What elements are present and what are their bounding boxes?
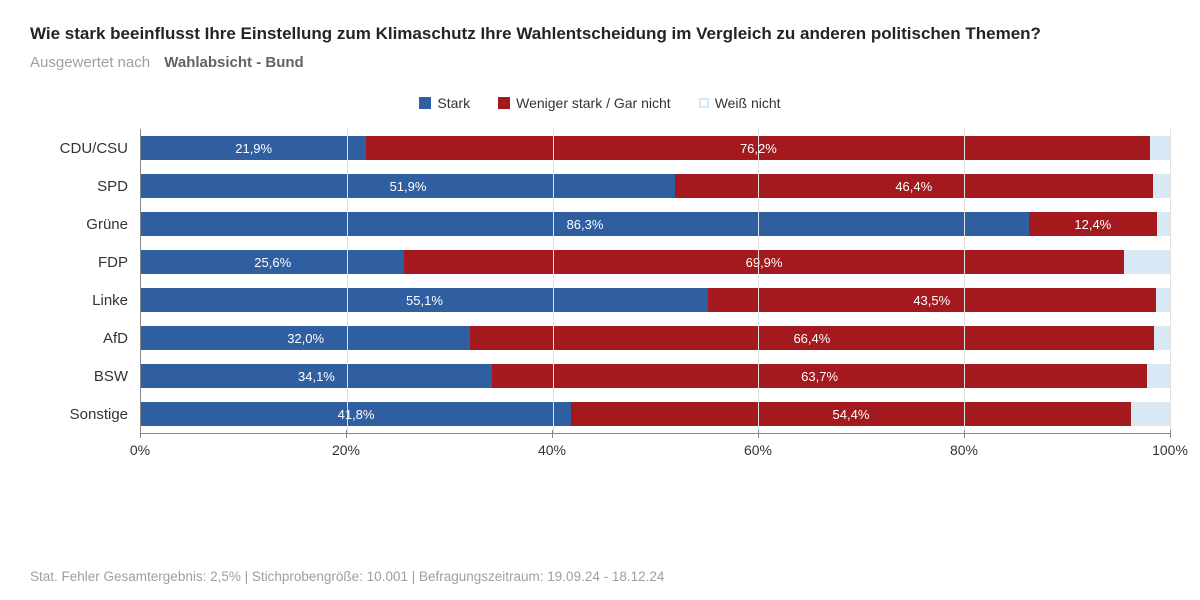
bar-segment-weissnicht xyxy=(1153,174,1170,198)
bar-row: 34,1%63,7% xyxy=(141,357,1170,395)
bar-segment-stark: 25,6% xyxy=(141,250,404,274)
bar-track: 51,9%46,4% xyxy=(141,174,1170,198)
bar-segment-weissnicht xyxy=(1131,402,1170,426)
xtick-label: 40% xyxy=(538,442,566,458)
bar-segment-weissnicht xyxy=(1124,250,1170,274)
gridline xyxy=(553,129,554,433)
bar-track: 34,1%63,7% xyxy=(141,364,1170,388)
category-label: Grüne xyxy=(40,205,140,243)
bar-row: 21,9%76,2% xyxy=(141,129,1170,167)
bar-track: 25,6%69,9% xyxy=(141,250,1170,274)
bar-segment-stark: 51,9% xyxy=(141,174,675,198)
category-label: Sonstige xyxy=(40,395,140,433)
category-label: CDU/CSU xyxy=(40,129,140,167)
legend-item: Weniger stark / Gar nicht xyxy=(498,95,671,111)
bar-segment-weissnicht xyxy=(1157,212,1170,236)
bar-segment-weissnicht xyxy=(1156,288,1170,312)
legend-swatch xyxy=(699,98,709,108)
xtick-label: 20% xyxy=(332,442,360,458)
bar-segment-weissnicht xyxy=(1150,136,1170,160)
y-axis-labels: CDU/CSUSPDGrüneFDPLinkeAfDBSWSonstige xyxy=(40,129,140,433)
chart-footer: Stat. Fehler Gesamtergebnis: 2,5% | Stic… xyxy=(30,569,664,584)
bar-segment-weniger: 54,4% xyxy=(571,402,1131,426)
legend-label: Stark xyxy=(437,95,470,111)
subtitle-bold: Wahlabsicht - Bund xyxy=(164,54,303,71)
category-label: SPD xyxy=(40,167,140,205)
xtick-mark xyxy=(140,430,141,438)
bar-segment-stark: 21,9% xyxy=(141,136,366,160)
bar-segment-weniger: 66,4% xyxy=(470,326,1153,350)
legend-item: Stark xyxy=(419,95,470,111)
bar-segment-stark: 55,1% xyxy=(141,288,708,312)
bar-row: 25,6%69,9% xyxy=(141,243,1170,281)
legend-swatch xyxy=(498,97,510,109)
gridline xyxy=(758,129,759,433)
legend-label: Weniger stark / Gar nicht xyxy=(516,95,671,111)
xtick-mark xyxy=(758,430,759,438)
gridline xyxy=(1170,129,1171,433)
bar-row: 51,9%46,4% xyxy=(141,167,1170,205)
chart-title: Wie stark beeinflusst Ihre Einstellung z… xyxy=(30,24,1170,44)
xtick-mark xyxy=(346,430,347,438)
xtick-label: 60% xyxy=(744,442,772,458)
gridline xyxy=(347,129,348,433)
bar-track: 41,8%54,4% xyxy=(141,402,1170,426)
legend-label: Weiß nicht xyxy=(715,95,781,111)
bar-segment-stark: 86,3% xyxy=(141,212,1029,236)
legend-swatch xyxy=(419,97,431,109)
bar-segment-stark: 34,1% xyxy=(141,364,492,388)
bar-track: 32,0%66,4% xyxy=(141,326,1170,350)
bar-segment-stark: 41,8% xyxy=(141,402,571,426)
chart-area: CDU/CSUSPDGrüneFDPLinkeAfDBSWSonstige 21… xyxy=(40,129,1170,433)
bar-row: 41,8%54,4% xyxy=(141,395,1170,433)
xtick-label: 0% xyxy=(130,442,150,458)
bar-segment-weniger: 43,5% xyxy=(708,288,1156,312)
bar-row: 86,3%12,4% xyxy=(141,205,1170,243)
xtick-label: 100% xyxy=(1152,442,1188,458)
bar-segment-weissnicht xyxy=(1154,326,1170,350)
chart-subtitle: Ausgewertet nach Wahlabsicht - Bund xyxy=(30,54,1170,71)
bar-segment-weniger: 12,4% xyxy=(1029,212,1157,236)
bar-segment-weniger: 63,7% xyxy=(492,364,1147,388)
xtick-mark xyxy=(1170,430,1171,438)
category-label: AfD xyxy=(40,319,140,357)
gridline xyxy=(964,129,965,433)
bar-track: 21,9%76,2% xyxy=(141,136,1170,160)
bar-row: 32,0%66,4% xyxy=(141,319,1170,357)
bar-segment-weniger: 46,4% xyxy=(675,174,1152,198)
category-label: Linke xyxy=(40,281,140,319)
legend: Stark Weniger stark / Gar nicht Weiß nicht xyxy=(30,95,1170,111)
bar-segment-stark: 32,0% xyxy=(141,326,470,350)
bar-segment-weissnicht xyxy=(1147,364,1170,388)
legend-item: Weiß nicht xyxy=(699,95,781,111)
category-label: BSW xyxy=(40,357,140,395)
xtick-mark xyxy=(552,430,553,438)
bar-track: 55,1%43,5% xyxy=(141,288,1170,312)
xtick-mark xyxy=(964,430,965,438)
bar-track: 86,3%12,4% xyxy=(141,212,1170,236)
bar-row: 55,1%43,5% xyxy=(141,281,1170,319)
bar-segment-weniger: 69,9% xyxy=(404,250,1123,274)
x-axis: 0%20%40%60%80%100% xyxy=(140,433,1170,463)
xtick-label: 80% xyxy=(950,442,978,458)
subtitle-prefix: Ausgewertet nach xyxy=(30,54,150,71)
plot-area: 21,9%76,2% 51,9%46,4% 86,3%12,4% 25,6%69,9%… xyxy=(140,129,1170,433)
category-label: FDP xyxy=(40,243,140,281)
